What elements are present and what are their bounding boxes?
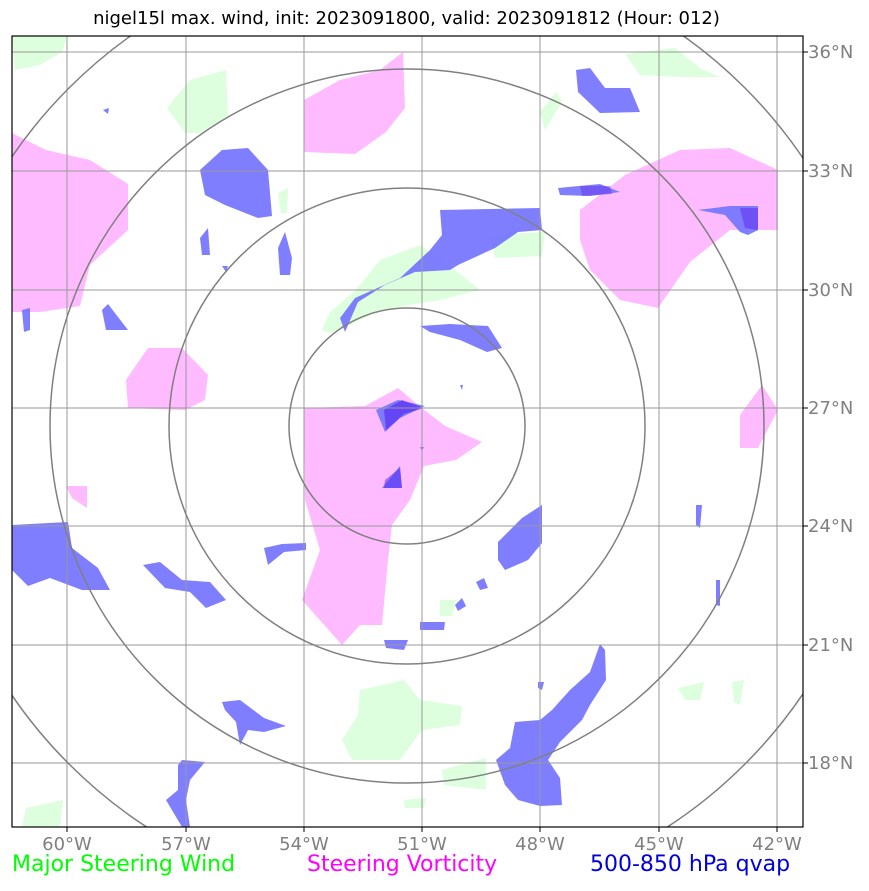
x-axis-ticks: 60°W 57°W 54°W 51°W 48°W 45°W 42°W (42, 827, 802, 855)
y-tick-label: 18°N (808, 753, 853, 774)
legend-qvap: 500-850 hPa qvap (590, 852, 791, 877)
legend-steering-vorticity: Steering Vorticity (307, 852, 498, 877)
y-tick-label: 33°N (808, 161, 853, 182)
plot-frame (11, 35, 804, 828)
x-tick-label: 45°W (634, 834, 684, 855)
lat-lon-grid (12, 36, 803, 827)
y-tick-label: 36°N (808, 42, 853, 63)
range-ring (168, 187, 646, 665)
range-ring (288, 307, 526, 545)
y-tick-label: 27°N (808, 398, 853, 419)
x-tick-label: 60°W (42, 834, 92, 855)
x-tick-label: 54°W (279, 834, 329, 855)
y-axis-ticks: 36°N 33°N 30°N 27°N 24°N 21°N 18°N (803, 42, 853, 774)
steering-vorticity-areas (12, 52, 778, 645)
y-tick-label: 21°N (808, 635, 853, 656)
legend-steering-wind: Major Steering Wind (12, 852, 236, 877)
y-tick-label: 24°N (808, 516, 853, 537)
x-tick-label: 51°W (397, 834, 447, 855)
range-ring (49, 68, 765, 784)
y-tick-label: 30°N (808, 280, 853, 301)
x-tick-label: 48°W (515, 834, 565, 855)
chart-title: nigel15l max. wind, init: 2023091800, va… (93, 8, 720, 29)
x-tick-label: 57°W (161, 834, 211, 855)
x-tick-label: 42°W (752, 834, 802, 855)
